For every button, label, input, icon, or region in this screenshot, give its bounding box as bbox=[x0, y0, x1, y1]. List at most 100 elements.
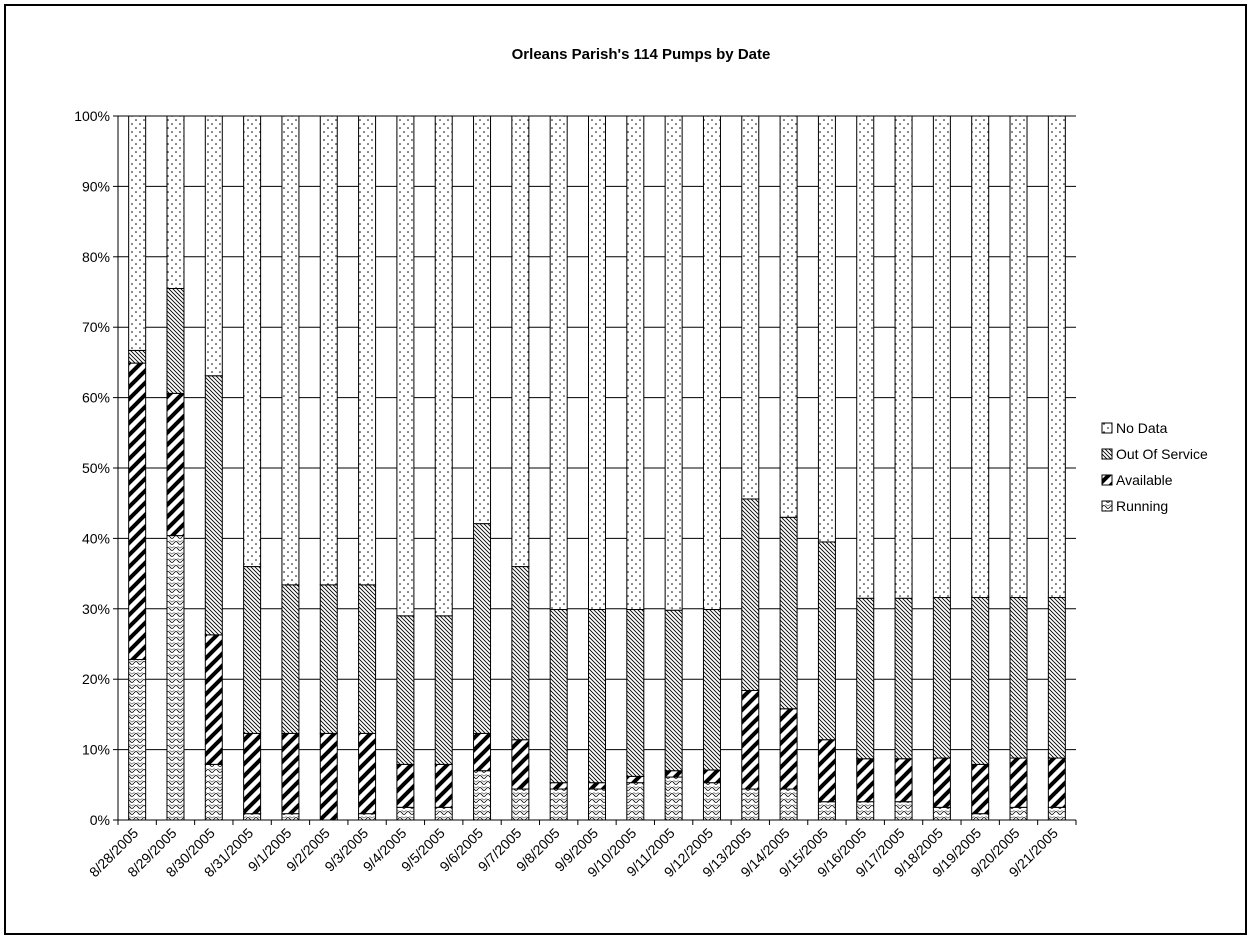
bar-running-9-20-2005 bbox=[1009, 806, 1028, 821]
bar-no-data-9-9-2005 bbox=[588, 115, 606, 611]
bar-available-9-16-2005 bbox=[856, 758, 875, 803]
bar-available-9-12-2005 bbox=[702, 769, 721, 784]
bar-out-of-service-9-1-2005 bbox=[281, 584, 300, 734]
bar-stack-9-18-2005 bbox=[932, 115, 951, 821]
y-tick-label: 0% bbox=[90, 812, 110, 828]
bar-running-9-19-2005 bbox=[971, 813, 990, 821]
y-tick-label: 70% bbox=[82, 319, 110, 335]
bar-stack-9-21-2005 bbox=[1047, 115, 1066, 821]
bar-stack-9-9-2005 bbox=[588, 115, 606, 821]
bar-out-of-service-9-15-2005 bbox=[817, 541, 836, 741]
legend-item-available: Available bbox=[1101, 472, 1173, 488]
bar-no-data-9-11-2005 bbox=[664, 115, 683, 611]
bar-available-8-28-2005 bbox=[128, 362, 147, 660]
bar-available-9-18-2005 bbox=[932, 757, 951, 808]
bar-running-9-6-2005 bbox=[473, 770, 492, 821]
bar-stack-9-7-2005 bbox=[511, 115, 530, 821]
y-tick-label: 10% bbox=[82, 742, 110, 758]
bar-available-9-11-2005 bbox=[664, 770, 683, 778]
bar-running-9-1-2005 bbox=[281, 813, 300, 821]
legend-swatch bbox=[1101, 474, 1113, 486]
bar-stack-8-30-2005 bbox=[204, 115, 223, 821]
bar-out-of-service-8-28-2005 bbox=[128, 349, 147, 364]
legend-swatch bbox=[1101, 500, 1113, 512]
bar-stack-9-14-2005 bbox=[779, 115, 798, 821]
bar-running-9-5-2005 bbox=[434, 806, 453, 821]
bar-out-of-service-9-14-2005 bbox=[779, 516, 798, 710]
bar-out-of-service-9-21-2005 bbox=[1047, 597, 1066, 759]
bar-out-of-service-9-8-2005 bbox=[549, 609, 568, 784]
bar-available-9-3-2005 bbox=[358, 732, 377, 815]
bar-running-9-12-2005 bbox=[702, 782, 721, 821]
bars bbox=[128, 115, 1066, 821]
bar-available-9-14-2005 bbox=[779, 708, 798, 790]
legend-label: No Data bbox=[1116, 420, 1168, 436]
bar-no-data-8-28-2005 bbox=[128, 115, 147, 351]
legend-label: Running bbox=[1116, 498, 1168, 514]
bar-no-data-9-7-2005 bbox=[511, 115, 530, 568]
y-tick-label: 100% bbox=[74, 108, 110, 124]
bar-out-of-service-8-31-2005 bbox=[243, 566, 262, 734]
y-tick-label: 80% bbox=[82, 249, 110, 265]
legend-label: Out Of Service bbox=[1116, 446, 1208, 462]
bar-stack-8-29-2005 bbox=[166, 115, 185, 821]
bar-no-data-9-3-2005 bbox=[358, 115, 377, 586]
bar-out-of-service-9-5-2005 bbox=[434, 615, 453, 765]
bar-stack-9-20-2005 bbox=[1009, 115, 1028, 821]
bar-running-8-30-2005 bbox=[204, 763, 223, 821]
bar-out-of-service-9-13-2005 bbox=[741, 498, 760, 691]
bar-running-9-13-2005 bbox=[741, 788, 760, 821]
bar-no-data-9-10-2005 bbox=[626, 115, 645, 611]
bar-running-9-11-2005 bbox=[664, 776, 683, 821]
bar-running-9-17-2005 bbox=[894, 801, 913, 821]
bar-running-8-29-2005 bbox=[166, 535, 185, 821]
bar-out-of-service-9-12-2005 bbox=[702, 609, 721, 771]
legend-label: Available bbox=[1116, 472, 1173, 488]
bar-out-of-service-9-18-2005 bbox=[932, 597, 951, 759]
legend-swatch bbox=[1101, 448, 1113, 460]
y-tick-label: 30% bbox=[82, 601, 110, 617]
y-tick-label: 40% bbox=[82, 530, 110, 546]
bar-no-data-8-31-2005 bbox=[243, 115, 262, 568]
bar-stack-8-28-2005 bbox=[128, 115, 147, 821]
bar-no-data-8-29-2005 bbox=[166, 115, 185, 289]
bar-available-9-19-2005 bbox=[971, 763, 990, 815]
bar-available-9-6-2005 bbox=[473, 732, 492, 772]
bar-no-data-9-14-2005 bbox=[779, 115, 798, 518]
bar-no-data-9-2-2005 bbox=[319, 115, 338, 586]
bar-running-9-8-2005 bbox=[549, 788, 568, 821]
bar-running-9-16-2005 bbox=[856, 801, 875, 821]
bar-no-data-9-1-2005 bbox=[281, 115, 300, 586]
y-tick-label: 20% bbox=[82, 671, 110, 687]
y-tick-label: 60% bbox=[82, 390, 110, 406]
x-tick-labels: 8/28/20058/29/20058/30/20058/31/20059/1/… bbox=[86, 825, 1061, 881]
bar-stack-9-10-2005 bbox=[626, 115, 645, 821]
bar-no-data-9-17-2005 bbox=[894, 115, 913, 599]
bar-no-data-9-15-2005 bbox=[817, 115, 836, 543]
bar-available-8-31-2005 bbox=[243, 732, 262, 815]
bar-out-of-service-9-3-2005 bbox=[358, 584, 377, 734]
bar-no-data-9-8-2005 bbox=[549, 115, 568, 611]
bar-stack-8-31-2005 bbox=[243, 115, 262, 821]
bar-out-of-service-9-4-2005 bbox=[396, 615, 415, 765]
bar-available-8-30-2005 bbox=[204, 634, 223, 765]
bar-running-9-4-2005 bbox=[396, 806, 415, 821]
bar-out-of-service-9-6-2005 bbox=[473, 523, 492, 734]
bar-available-9-1-2005 bbox=[281, 732, 300, 815]
bar-available-8-29-2005 bbox=[166, 392, 185, 537]
bar-out-of-service-9-7-2005 bbox=[511, 566, 530, 741]
bar-stack-9-15-2005 bbox=[817, 115, 836, 821]
bar-out-of-service-9-10-2005 bbox=[626, 609, 645, 777]
bar-no-data-9-5-2005 bbox=[434, 115, 453, 617]
bar-stack-9-19-2005 bbox=[971, 115, 990, 821]
y-tick-labels: 0% 10% 20% 30% 40% 50% 60% 70% 80% 90% 100% bbox=[74, 108, 110, 828]
bar-available-9-21-2005 bbox=[1047, 757, 1066, 808]
bar-out-of-service-9-19-2005 bbox=[971, 597, 990, 765]
bar-available-9-2-2005 bbox=[319, 732, 338, 821]
bar-running-9-10-2005 bbox=[626, 782, 645, 821]
bar-no-data-9-12-2005 bbox=[702, 115, 721, 611]
bar-stack-9-6-2005 bbox=[473, 115, 492, 821]
bar-no-data-9-4-2005 bbox=[396, 115, 415, 617]
bar-running-9-18-2005 bbox=[932, 806, 951, 821]
bar-available-9-10-2005 bbox=[626, 775, 645, 784]
